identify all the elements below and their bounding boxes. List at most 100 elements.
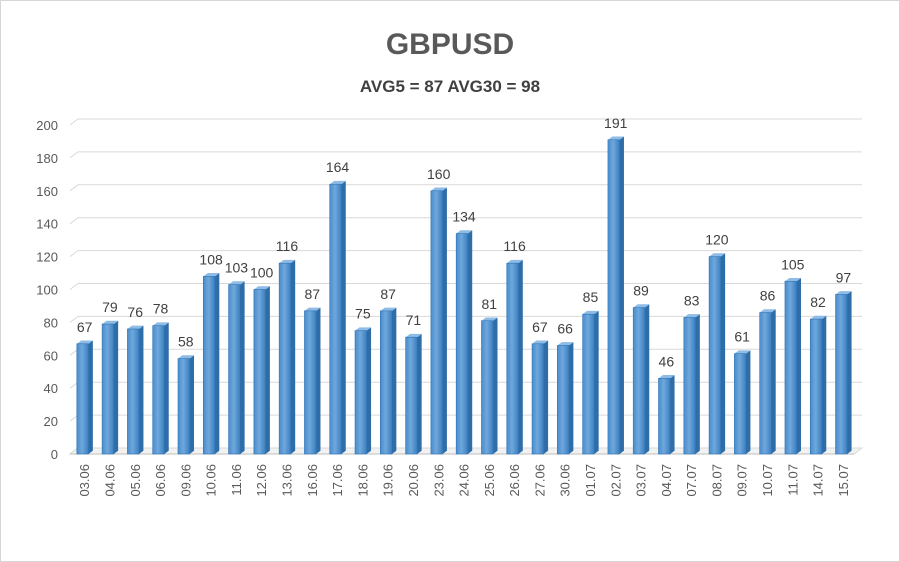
bar-front [734, 353, 747, 455]
bar-front [127, 328, 140, 455]
y-tick-label: 0 [51, 447, 58, 462]
bar-side [746, 350, 751, 454]
x-tick-label: 04.06 [102, 464, 117, 497]
gridline [69, 217, 862, 225]
bar-front [177, 358, 190, 455]
bar-side [720, 253, 726, 454]
bar [127, 325, 144, 455]
x-tick-label: 03.07 [634, 464, 649, 497]
bar-top [228, 281, 245, 285]
bar-top [203, 273, 220, 277]
x-tick-label: 14.07 [811, 464, 826, 497]
bar-top [633, 304, 650, 308]
bar-front [557, 345, 570, 455]
data-label: 83 [684, 292, 700, 308]
gridline [69, 184, 862, 192]
y-tick-label: 60 [44, 348, 58, 363]
bar-top [76, 340, 93, 344]
bar [177, 355, 195, 455]
data-label: 134 [452, 209, 476, 225]
x-tick-label: 09.07 [735, 464, 750, 497]
bar-front [152, 325, 165, 455]
bar [734, 350, 751, 455]
bar [202, 273, 220, 455]
bar-front [784, 280, 797, 455]
y-tick-label: 160 [36, 184, 58, 199]
bar [506, 259, 523, 455]
data-label: 108 [199, 251, 223, 267]
gridline [69, 118, 862, 126]
y-tick-label: 200 [36, 118, 58, 133]
bar-side [442, 187, 447, 454]
x-tick-label: 23.06 [431, 464, 446, 497]
bar-top [734, 350, 751, 354]
bar-top [683, 314, 700, 318]
data-label: 120 [705, 232, 729, 248]
x-tick-label: 13.06 [280, 464, 295, 497]
x-tick-label: 15.07 [836, 464, 851, 497]
bar-side [366, 327, 372, 454]
y-tick-label: 100 [36, 283, 58, 298]
bar-side [821, 315, 827, 454]
bar-side [594, 310, 599, 454]
y-tick-label: 20 [44, 414, 58, 429]
bar-side [796, 277, 801, 454]
x-tick-label: 16.06 [305, 464, 320, 497]
x-tick-label: 10.06 [204, 464, 219, 497]
x-tick-label: 08.07 [709, 464, 724, 497]
y-tick-label: 180 [36, 151, 58, 166]
bar-top [709, 253, 726, 257]
bar-side [139, 325, 144, 454]
bar-front [809, 318, 823, 455]
bar-top [607, 136, 624, 140]
x-tick-label: 10.07 [760, 464, 775, 497]
bar-side [189, 355, 195, 454]
bar-front [329, 183, 342, 455]
bar [658, 375, 675, 455]
bar [582, 310, 599, 455]
bar-front [607, 139, 620, 455]
y-tick-label: 40 [44, 381, 58, 396]
bar-side [493, 317, 498, 454]
bar [329, 180, 346, 455]
x-tick-label: 01.07 [583, 464, 598, 497]
bar [607, 136, 624, 455]
x-tick-label: 09.06 [178, 464, 193, 497]
bar-front [835, 294, 848, 455]
data-label: 100 [250, 265, 274, 281]
bar-top [355, 327, 372, 331]
bar-side [619, 136, 624, 454]
bar-front [202, 276, 216, 455]
data-label: 97 [836, 269, 852, 285]
bar-side [88, 340, 93, 454]
bar [835, 291, 852, 455]
bar-top [582, 310, 599, 315]
data-label: 85 [583, 289, 599, 305]
data-label: 191 [604, 115, 628, 131]
x-tick-label: 27.06 [532, 464, 547, 497]
data-label: 89 [633, 283, 649, 299]
bar-side [771, 309, 776, 454]
gridline [69, 315, 862, 323]
bar [557, 342, 574, 455]
bar-front [481, 320, 494, 455]
data-label: 78 [153, 301, 169, 317]
bar-front [531, 343, 544, 455]
x-tick-label: 19.06 [381, 464, 396, 497]
bar-top [102, 320, 119, 325]
x-tick-label: 12.06 [254, 464, 269, 497]
x-tick-label: 26.06 [507, 464, 522, 497]
y-tick-label: 80 [44, 315, 58, 330]
bar-top [557, 342, 574, 346]
bar [380, 307, 397, 455]
bar-front [632, 307, 646, 455]
bar [809, 315, 827, 455]
bar [253, 286, 270, 455]
bar-front [101, 323, 115, 455]
bar-side [214, 273, 220, 454]
x-tick-label: 24.06 [457, 464, 472, 497]
bar [430, 187, 447, 455]
bar-side [644, 304, 650, 454]
